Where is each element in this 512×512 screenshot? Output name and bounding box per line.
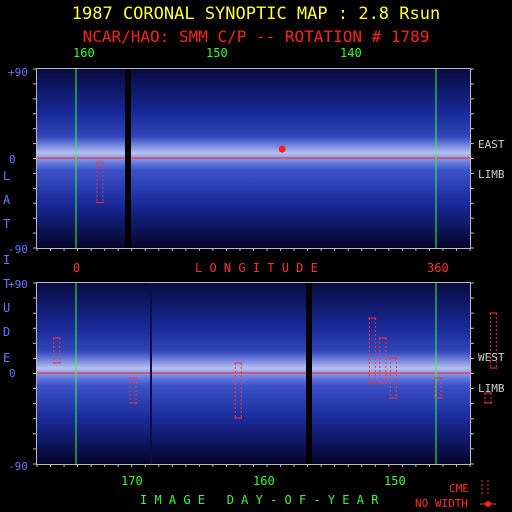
day-tick-label: 170 (121, 474, 143, 488)
cme-no-width-point (278, 145, 286, 153)
day-tick-label: 150 (384, 474, 406, 488)
lat-tick-label: +90 (8, 278, 28, 291)
top-tick-label: 150 (206, 46, 228, 60)
streamer-band (37, 351, 470, 385)
lat-tick-label: 0 (9, 367, 16, 380)
latitude-letter: A (3, 193, 11, 207)
day-tick-label: 160 (253, 474, 275, 488)
top-tick-label: 160 (73, 46, 95, 60)
east-limb-label: EAST (478, 138, 505, 151)
longitude-axis-label: L O N G I T U D E (195, 261, 318, 275)
latitude-letter: U (3, 301, 11, 315)
longitude-tick-label: 0 (73, 261, 81, 275)
latitude-letter: I (3, 253, 11, 267)
chart-subtitle: NCAR/HAO: SMM C/P -- ROTATION # 1789 (82, 27, 430, 46)
data-gap (150, 283, 152, 464)
lat-tick-label: -90 (8, 460, 28, 473)
latitude-letter: T (3, 277, 11, 291)
legend-no-width-label: NO WIDTH (415, 497, 468, 510)
lat-tick-label: -90 (8, 243, 28, 256)
legend-no-width-symbol (485, 501, 491, 507)
data-gap (125, 69, 131, 248)
lat-tick-label: +90 (8, 66, 28, 79)
latitude-letter: L (3, 169, 11, 183)
streamer-band (37, 136, 470, 170)
data-gap (306, 283, 312, 464)
latitude-letter: D (3, 325, 11, 339)
longitude-tick-label: 360 (427, 261, 449, 275)
chart-title: 1987 CORONAL SYNOPTIC MAP : 2.8 Rsun (71, 4, 441, 24)
top-tick-label: 140 (340, 46, 362, 60)
legend-cme-label: CME (449, 482, 469, 495)
west-limb-label: LIMB (478, 382, 505, 395)
day-axis-label: I M A G E D A Y - O F - Y E A R (140, 493, 379, 507)
east-limb-label: LIMB (478, 168, 505, 181)
west-limb-label: WEST (478, 351, 505, 364)
lat-tick-label: 0 (9, 153, 16, 166)
latitude-letter: T (3, 217, 11, 231)
latitude-letter: E (3, 351, 11, 365)
